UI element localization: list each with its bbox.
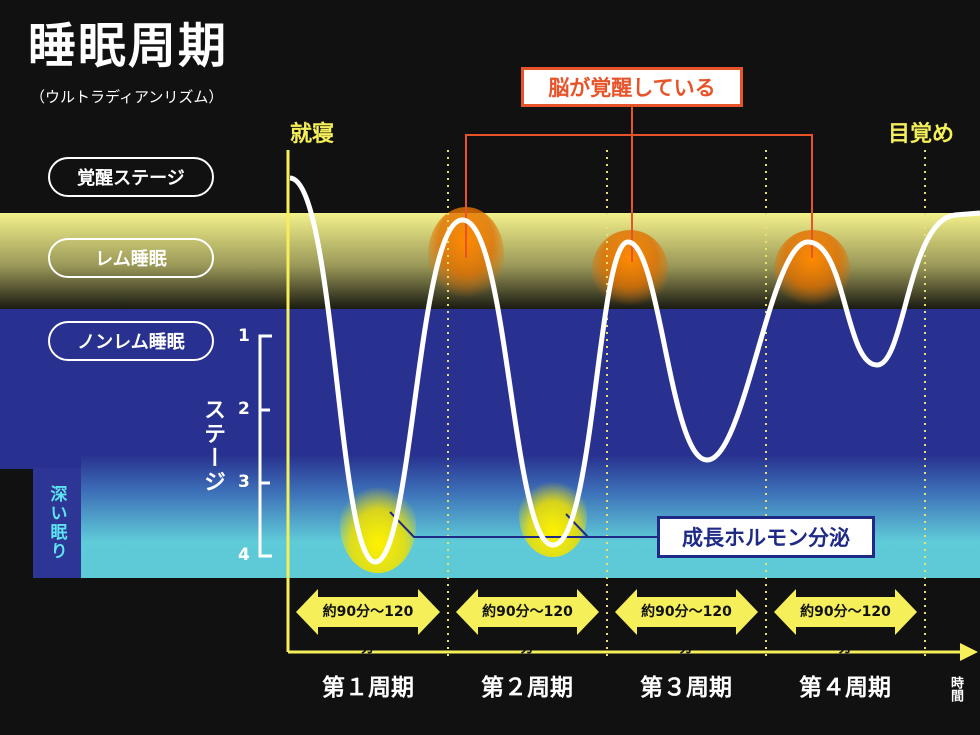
bedtime-label: 就寝 xyxy=(290,122,335,147)
duration-arrow xyxy=(296,589,440,635)
duration-label: 約90分〜120分 xyxy=(800,604,891,656)
duration-label: 約90分〜120分 xyxy=(641,604,732,656)
time-axis-label: 時間 xyxy=(948,676,963,702)
page-title: 睡眠周期 xyxy=(28,18,229,74)
stage-tick-1: 1 xyxy=(238,326,250,346)
axes xyxy=(286,150,962,654)
brain-awake-callout: 脳が覚醒している xyxy=(521,67,743,107)
stage-tick-3: 3 xyxy=(238,472,250,492)
stage-tick-4: 4 xyxy=(238,545,250,565)
nrem-band xyxy=(0,309,980,469)
cycle-label: 第３周期 xyxy=(640,675,732,701)
brain-callout-lines xyxy=(465,106,813,262)
time-axis-arrowhead xyxy=(960,643,978,661)
duration-arrow xyxy=(774,589,917,635)
cycle-label: 第１周期 xyxy=(322,675,414,701)
stage-bracket xyxy=(258,334,272,558)
cycle-label: 第４周期 xyxy=(799,675,891,701)
duration-arrows xyxy=(296,589,917,635)
sleep-curve xyxy=(289,175,980,565)
nrem-stage-label: ノンレム睡眠 xyxy=(48,321,214,361)
duration-arrow xyxy=(615,589,758,635)
stage-tick-2: 2 xyxy=(238,399,250,419)
cycle-label: 第２周期 xyxy=(481,675,573,701)
duration-label: 約90分〜120分 xyxy=(322,604,414,656)
duration-label: 約90分〜120分 xyxy=(482,604,573,656)
wake-stage-label: 覚醒ステージ xyxy=(48,157,214,197)
growth-hormone-callout: 成長ホルモン分泌 xyxy=(657,516,875,558)
wake-label: 目覚め xyxy=(888,122,955,147)
page-subtitle: （ウルトラディアンリズム） xyxy=(30,88,224,106)
rem-stage-label: レム睡眠 xyxy=(48,238,214,278)
stage-axis-label: ステージ xyxy=(200,398,225,494)
deep-trough-highlight xyxy=(340,477,416,573)
deep-sleep-label: 深い眠り xyxy=(33,468,81,578)
duration-arrow xyxy=(456,589,599,635)
